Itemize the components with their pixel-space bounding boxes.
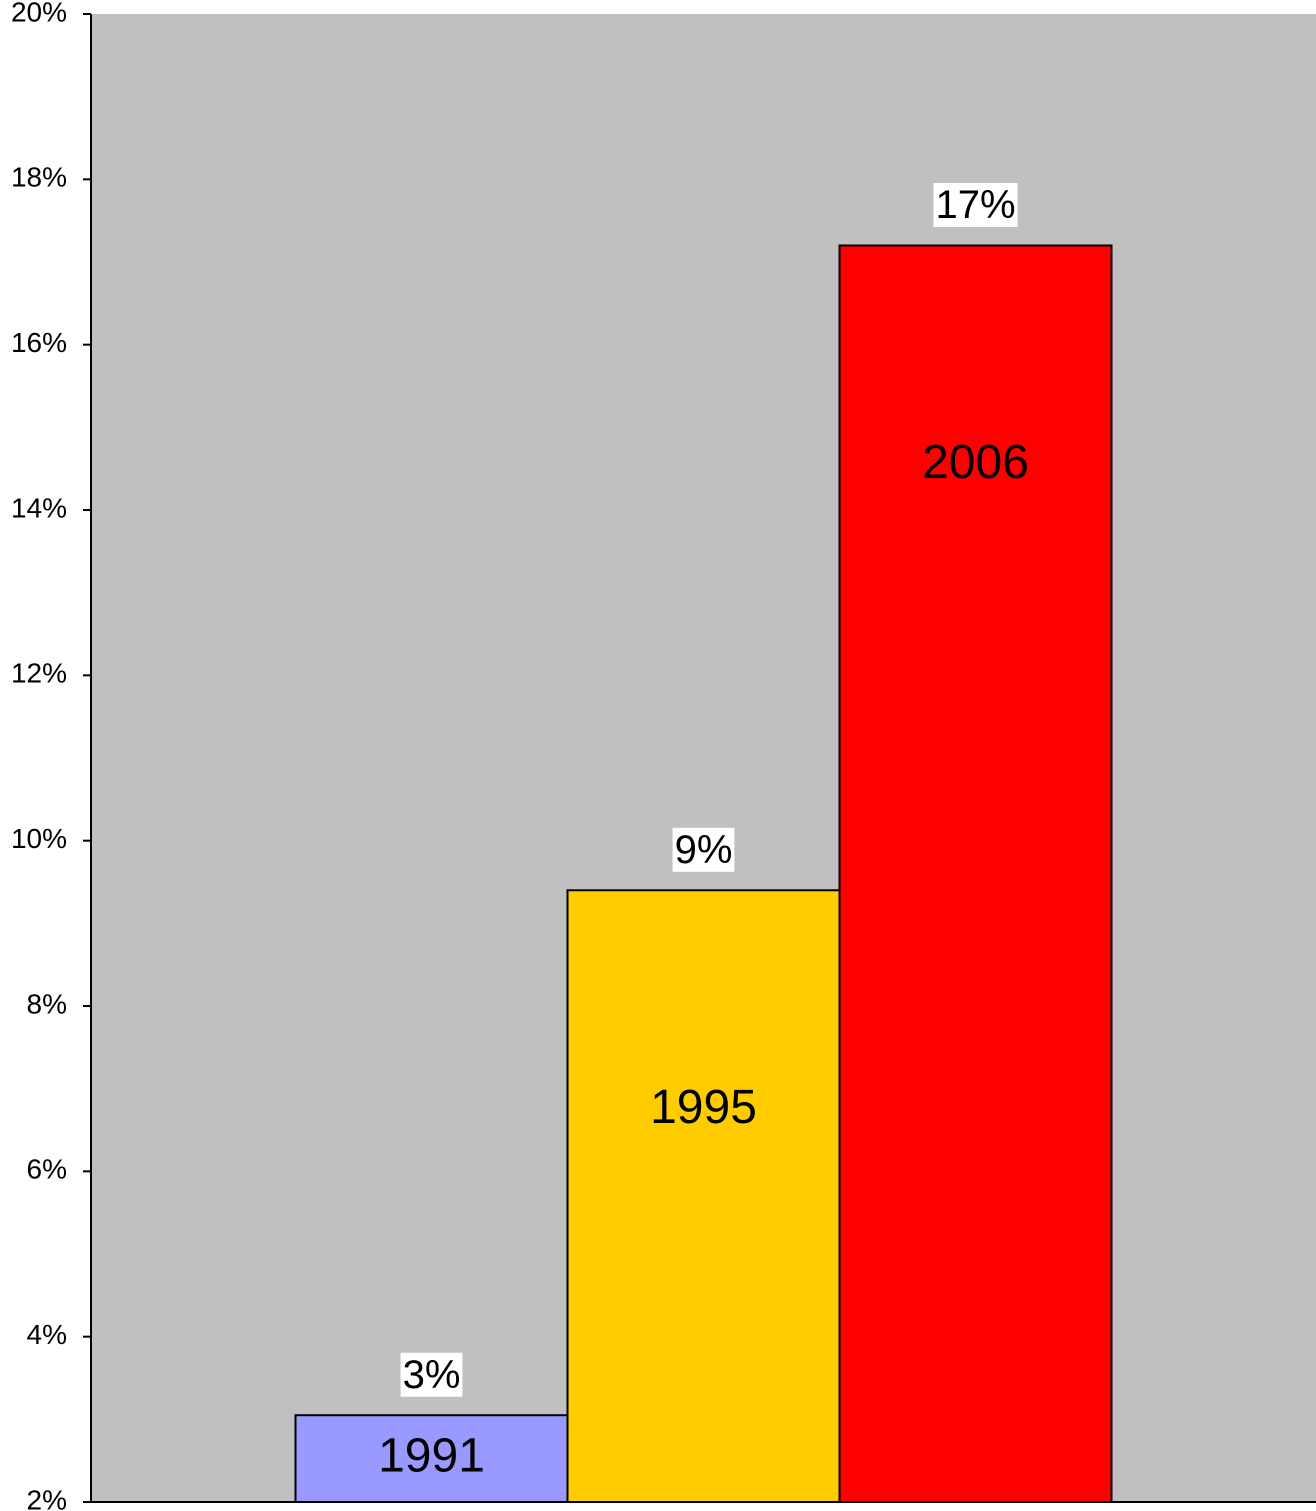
category-label: 1991 — [378, 1429, 485, 1482]
y-tick-label: 12% — [11, 658, 67, 689]
y-tick-label: 16% — [11, 327, 67, 358]
category-label: 2006 — [922, 436, 1029, 489]
bar — [294, 1414, 569, 1503]
y-tick-label: 14% — [11, 492, 67, 523]
value-label-background — [400, 1352, 463, 1397]
category-label: 1995 — [650, 1081, 757, 1134]
value-label: 9% — [675, 828, 733, 872]
y-tick-label: 6% — [27, 1154, 67, 1185]
y-tick-label: 4% — [27, 1319, 67, 1350]
bar — [838, 244, 1113, 1503]
y-tick-label: 18% — [11, 162, 67, 193]
y-tick-label: 20% — [11, 0, 67, 27]
y-tick-label: 10% — [11, 823, 67, 854]
y-tick-label: 2% — [27, 1484, 67, 1511]
bar — [566, 889, 841, 1503]
value-label: 3% — [403, 1353, 461, 1397]
y-tick-label: 8% — [27, 988, 67, 1019]
value-label-background — [672, 827, 735, 872]
value-label: 17% — [935, 183, 1015, 227]
value-label-background — [933, 183, 1018, 228]
